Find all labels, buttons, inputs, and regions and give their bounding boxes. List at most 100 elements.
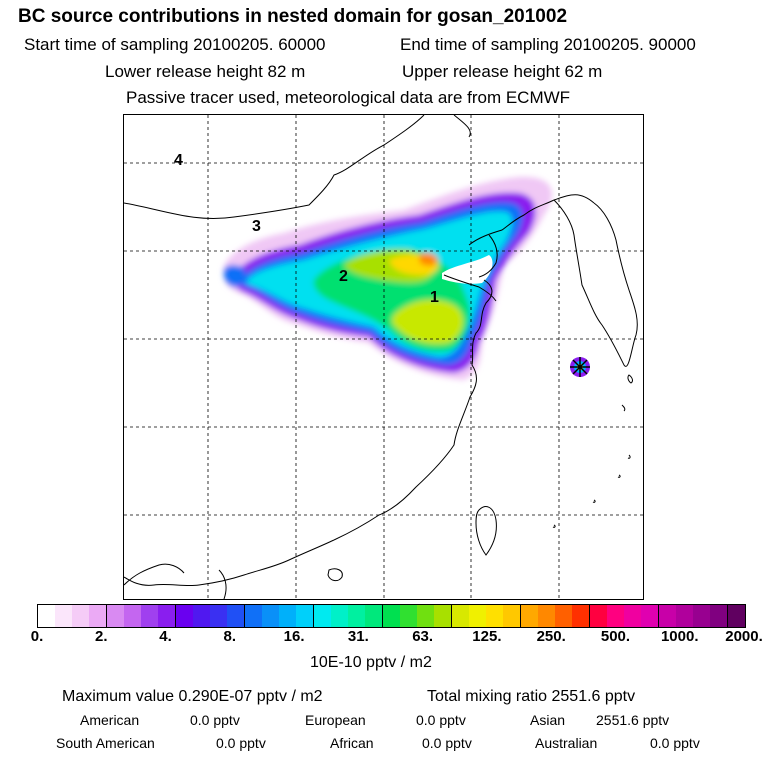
colorbar-segment: [331, 605, 348, 627]
hainan-coast: [327, 568, 343, 582]
total-mixing-text: Total mixing ratio 2551.6 pptv: [427, 688, 636, 705]
australian-label: Australian: [535, 735, 598, 751]
colorbar-segment: [607, 605, 624, 627]
colorbar-segment: [693, 605, 710, 627]
colorbar-tick-label: 500.: [600, 628, 631, 645]
map-canvas: 4 3 2 1: [124, 115, 643, 599]
receptor-star-icon: [570, 357, 590, 377]
receptor-hotspot: [570, 357, 590, 377]
african-value: 0.0 pptv: [422, 735, 472, 751]
colorbar-segment: [106, 605, 124, 627]
colorbar-segment: [313, 605, 331, 627]
colorbar-tick-label: 0.: [30, 628, 44, 645]
region-label-1: 1: [430, 289, 439, 306]
start-time-text: Start time of sampling 20100205. 60000: [24, 35, 326, 54]
inner-border-1: [124, 563, 185, 586]
colorbar-segment: [727, 605, 745, 627]
european-value: 0.0 pptv: [416, 712, 466, 728]
plume-contours: [223, 176, 552, 380]
asian-label: Asian: [530, 712, 566, 728]
colorbar-segment: [589, 605, 607, 627]
colorbar-segment: [641, 605, 658, 627]
colorbar-tick-label: 8.: [223, 628, 237, 645]
plume-lime-2: [391, 299, 464, 345]
max-value-text: Maximum value 0.290E-07 pptv / m2: [62, 688, 323, 705]
lower-release-text: Lower release height 82 m: [105, 62, 306, 81]
african-label: African: [330, 735, 374, 751]
korea-coast: [553, 199, 638, 367]
colorbar-segment: [658, 605, 676, 627]
colorbar-segment: [469, 605, 486, 627]
colorbar-tick-label: 63.: [412, 628, 434, 645]
colorbar-segment: [520, 605, 538, 627]
colorbar-segment: [279, 605, 296, 627]
colorbar-tick-label: 2.: [95, 628, 108, 645]
colorbar-segment: [227, 605, 244, 627]
colorbar-segment: [434, 605, 451, 627]
plume-west-blob: [223, 265, 246, 287]
colorbar-segment: [193, 605, 210, 627]
south-coast: [124, 539, 335, 587]
asian-value: 2551.6 pptv: [596, 712, 670, 728]
colorbar-segment: [141, 605, 158, 627]
liaodong-coast: [478, 234, 498, 278]
colorbar-segment: [417, 605, 434, 627]
colorbar-segment: [451, 605, 469, 627]
colorbar-segment: [572, 605, 589, 627]
colorbar-segment: [365, 605, 382, 627]
map-panel: 4 3 2 1: [123, 114, 644, 600]
shandong-coast: [443, 274, 497, 302]
colorbar-tick-label: 31.: [347, 628, 369, 645]
plume-orange: [419, 252, 438, 266]
end-time-text: End time of sampling 20100205. 90000: [400, 35, 696, 54]
colorbar: [37, 604, 746, 628]
colorbar-segment: [89, 605, 106, 627]
region-label-3: 3: [252, 218, 261, 235]
colorbar-segment: [710, 605, 727, 627]
colorbar-segment: [555, 605, 572, 627]
colorbar-tick-label: 1000.: [660, 628, 699, 645]
japan-isle-2: [621, 404, 626, 412]
colorbar-segment: [38, 605, 55, 627]
colorbar-segment: [624, 605, 641, 627]
taiwan-coast: [475, 506, 497, 556]
colorbar-segment: [262, 605, 279, 627]
colorbar-tick-label: 250.: [536, 628, 566, 645]
colorbar-segment: [55, 605, 72, 627]
ryukyu-isles: [552, 454, 631, 528]
south-american-value: 0.0 pptv: [216, 735, 266, 751]
colorbar-segment: [348, 605, 365, 627]
american-label: American: [80, 712, 140, 728]
grid-lines: [124, 115, 643, 599]
colorbar-units: 10E-10 pptv / m2: [310, 654, 432, 671]
inner-border-2: [218, 569, 227, 599]
colorbar-tick-label: 16.: [283, 628, 305, 645]
colorbar-segment: [124, 605, 141, 627]
map-title: BC source contributions in nested domain…: [18, 6, 568, 27]
upper-release-text: Upper release height 62 m: [402, 62, 603, 81]
china-coast: [333, 199, 555, 541]
region-label-2: 2: [339, 268, 348, 285]
colorbar-tick-label: 4.: [159, 628, 172, 645]
colorbar-segment: [296, 605, 313, 627]
colorbar-segment: [175, 605, 193, 627]
northern-border: [453, 115, 471, 138]
european-label: European: [305, 712, 366, 728]
south-american-label: South American: [56, 735, 155, 751]
colorbar-segment: [400, 605, 417, 627]
colorbar-segment: [210, 605, 227, 627]
mongolia-border: [124, 115, 425, 220]
colorbar-segment: [72, 605, 89, 627]
colorbar-tick-label: 2000.: [725, 628, 763, 645]
japan-isle-1: [627, 374, 633, 384]
colorbar-segment: [486, 605, 503, 627]
colorbar-tick-label: 125.: [472, 628, 502, 645]
colorbar-segment: [244, 605, 262, 627]
region-label-4: 4: [174, 152, 183, 169]
colorbar-segment: [676, 605, 693, 627]
colorbar-segment: [158, 605, 175, 627]
coastlines: [124, 115, 638, 599]
colorbar-segment: [538, 605, 555, 627]
korea-border: [553, 194, 595, 204]
colorbar-segment: [503, 605, 520, 627]
